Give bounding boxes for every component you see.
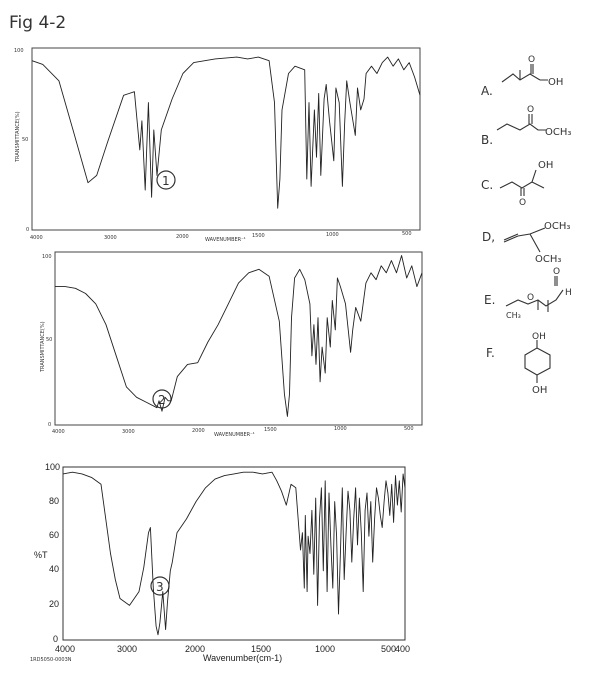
s1-ytick-50: 50 [22, 137, 28, 143]
s1-xtick-1000: 1000 [326, 232, 339, 238]
structure-b-group-o: O [527, 105, 534, 115]
structure-c-group-o: O [519, 198, 526, 208]
structure-f-group-oh-top: OH [532, 332, 546, 342]
s3-xlabel: Wavenumber(cm-1) [203, 653, 282, 663]
s3-ytick-0: 0 [53, 634, 58, 644]
structure-f-letter: F. [486, 346, 495, 360]
s3-ytick-100: 100 [45, 462, 60, 472]
s3-xtick-1000: 1000 [315, 644, 335, 654]
structure-e [505, 276, 564, 312]
structure-c-group-oh: OH [538, 160, 553, 171]
spectrum-2: 100 50 0 TRANSMITTANCE(%) 4000 3000 2000… [40, 251, 423, 438]
s2-ylabel: TRANSMITTANCE(%) [40, 321, 46, 373]
s3-xtick-500: 500 [381, 644, 396, 654]
structure-b-letter: B. [481, 133, 493, 147]
spectrum-3: 100 80 60 40 20 0 %T 4000 3000 2000 1500… [30, 462, 410, 663]
s2-xtick-500: 500 [404, 426, 414, 432]
s1-xtick-2000: 2000 [176, 234, 189, 240]
s1-xlabel: WAVENUMBER⁻¹ [205, 237, 246, 243]
spectrum-1: 100 50 0 TRANSMITTANCE(%) 4000 3000 2000… [14, 47, 421, 243]
structure-f-group-oh-bottom: OH [532, 385, 547, 396]
spectrum-3-plot [62, 471, 406, 636]
structure-d-group-och3-bottom: OCH₃ [535, 254, 561, 265]
s2-ytick-50: 50 [46, 337, 52, 343]
s1-ytick-0: 0 [26, 227, 29, 233]
s2-xtick-1500: 1500 [264, 427, 277, 433]
structure-d [503, 227, 546, 253]
structure-c [499, 169, 545, 196]
structure-labels: A. O OH B. O OCH₃ C. OH O D, OCH₃ OCH₃ E… [481, 55, 572, 396]
structure-e-bonds [505, 276, 564, 312]
s1-xtick-4000: 4000 [30, 235, 43, 241]
s1-xtick-500: 500 [402, 231, 412, 237]
spectrum-3-frame [62, 466, 406, 641]
s3-ytick-60: 60 [49, 530, 59, 540]
s3-xtick-1500: 1500 [251, 644, 271, 654]
s2-xtick-4000: 4000 [52, 429, 65, 435]
structure-c-letter: C. [481, 178, 493, 192]
s3-xtick-400: 400 [395, 644, 410, 654]
fig-label: Fig 4-2 [9, 13, 66, 33]
structure-b [496, 114, 546, 131]
s3-xtick-4000: 4000 [55, 644, 75, 654]
structure-e-group-h: H [565, 288, 572, 298]
structure-d-group-och3-top: OCH₃ [544, 221, 570, 232]
spectrum-2-plot [55, 255, 423, 417]
structure-f [524, 340, 551, 383]
structures-panel [496, 64, 564, 383]
structure-d-letter: D, [482, 230, 495, 244]
spectrum-3-series-line [62, 471, 406, 636]
s1-circle [156, 170, 176, 190]
structure-d-bonds [503, 227, 546, 253]
structure-f-ring [524, 340, 551, 383]
s2-xtick-3000: 3000 [122, 429, 135, 435]
s3-ytick-20: 20 [49, 599, 59, 609]
structure-e-group-o-carbonyl: O [553, 267, 560, 277]
structure-e-letter: E. [484, 293, 495, 307]
spectrum-1-series-line [31, 56, 421, 209]
structure-a-group-o: O [528, 55, 535, 65]
s2-xtick-1000: 1000 [334, 426, 347, 432]
structure-a-bonds [501, 64, 548, 83]
s1-circled-number: 1 [162, 174, 170, 188]
structure-a [501, 64, 548, 83]
structure-b-group-och3: OCH₃ [545, 127, 571, 138]
s3-ylabel: %T [34, 550, 48, 560]
s3-circled-number: 3 [156, 580, 164, 594]
s3-footer-code: 1RD5050-0003N [30, 657, 72, 663]
s3-xtick-2000: 2000 [185, 644, 205, 654]
structure-c-bonds [499, 169, 545, 196]
s2-ytick-100: 100 [42, 254, 52, 260]
s1-xtick-1500: 1500 [252, 233, 265, 239]
s1-ytick-100: 100 [14, 48, 24, 54]
spectrum-2-frame [54, 251, 423, 426]
s1-xtick-3000: 3000 [104, 235, 117, 241]
structure-a-group-oh: OH [548, 77, 563, 88]
spectrum-2-series-line [55, 255, 423, 417]
s3-ytick-80: 80 [49, 496, 59, 506]
s2-xlabel: WAVENUMBER⁻¹ [214, 432, 255, 438]
s2-ytick-0: 0 [48, 422, 51, 428]
structure-e-group-ch3: CH₃ [506, 311, 521, 320]
structure-a-letter: A. [481, 84, 493, 98]
s2-xtick-2000: 2000 [192, 428, 205, 434]
structure-e-group-o-ether: O [527, 293, 534, 303]
s3-xtick-3000: 3000 [117, 644, 137, 654]
s2-circle [152, 389, 172, 409]
spectrum-1-plot [31, 56, 421, 209]
structure-b-bonds [496, 114, 546, 131]
s3-ytick-40: 40 [49, 564, 59, 574]
s1-ylabel: TRANSMITTANCE(%) [15, 111, 21, 163]
spectrum-1-frame [31, 47, 421, 231]
s2-circled-number: 2 [158, 393, 166, 407]
